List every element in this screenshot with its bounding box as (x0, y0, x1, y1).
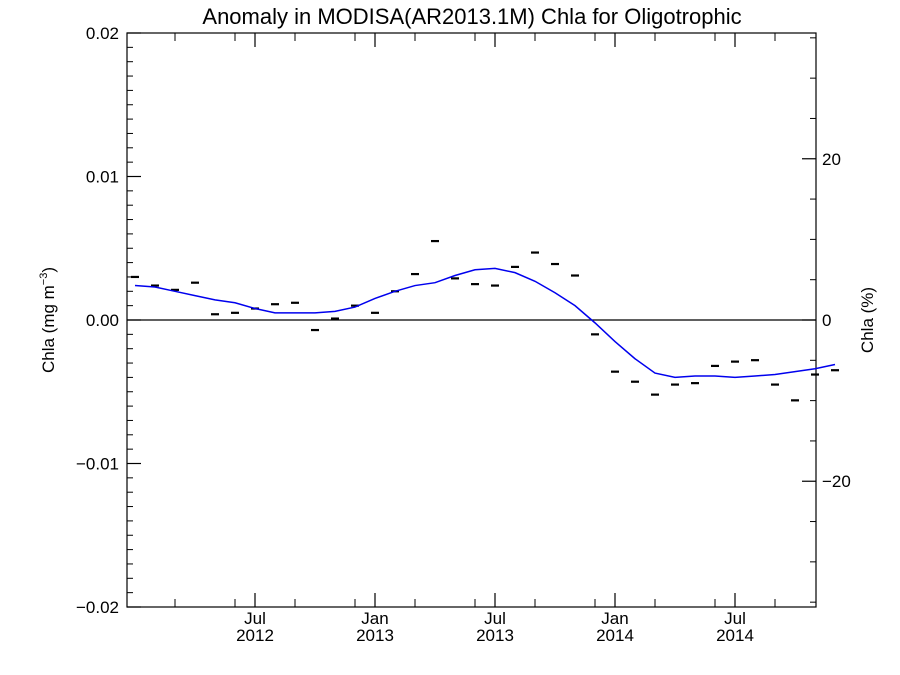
y-axis-left: 0.02 0.01 0.00 −0.01 −0.02 (76, 24, 141, 617)
x-tick-label-month: Jan (361, 609, 388, 628)
x-tick-label-year: 2013 (476, 626, 514, 645)
x-tick-label-year: 2014 (596, 626, 634, 645)
smoothed-anomaly-line (134, 267, 836, 379)
y-right-tick-label: −20 (822, 472, 851, 491)
minor-ticks (127, 33, 816, 607)
y-right-tick-label: 20 (822, 150, 841, 169)
chart-title: Anomaly in MODISA(AR2013.1M) Chla for Ol… (202, 4, 741, 29)
y-left-tick-label: −0.01 (76, 455, 119, 474)
x-tick-label-year: 2014 (716, 626, 754, 645)
y-right-tick-label: 0 (822, 311, 831, 330)
x-tick-label-month: Jan (601, 609, 628, 628)
monthly-anomaly-markers (131, 239, 839, 402)
y-left-tick-label: 0.01 (86, 168, 119, 187)
y-left-tick-label: −0.02 (76, 598, 119, 617)
x-tick-label-month: Jul (724, 609, 746, 628)
x-tick-label-month: Jul (484, 609, 506, 628)
y-axis-left-label: Chla (mg m−3) (38, 267, 58, 373)
x-tick-label-year: 2012 (236, 626, 274, 645)
y-axis-right-label: Chla (%) (858, 287, 877, 353)
y-left-tick-label: 0.02 (86, 24, 119, 43)
x-tick-label-month: Jul (244, 609, 266, 628)
x-tick-label-year: 2013 (356, 626, 394, 645)
y-axis-right: 20 0 −20 (802, 150, 851, 491)
y-left-tick-label: 0.00 (86, 311, 119, 330)
